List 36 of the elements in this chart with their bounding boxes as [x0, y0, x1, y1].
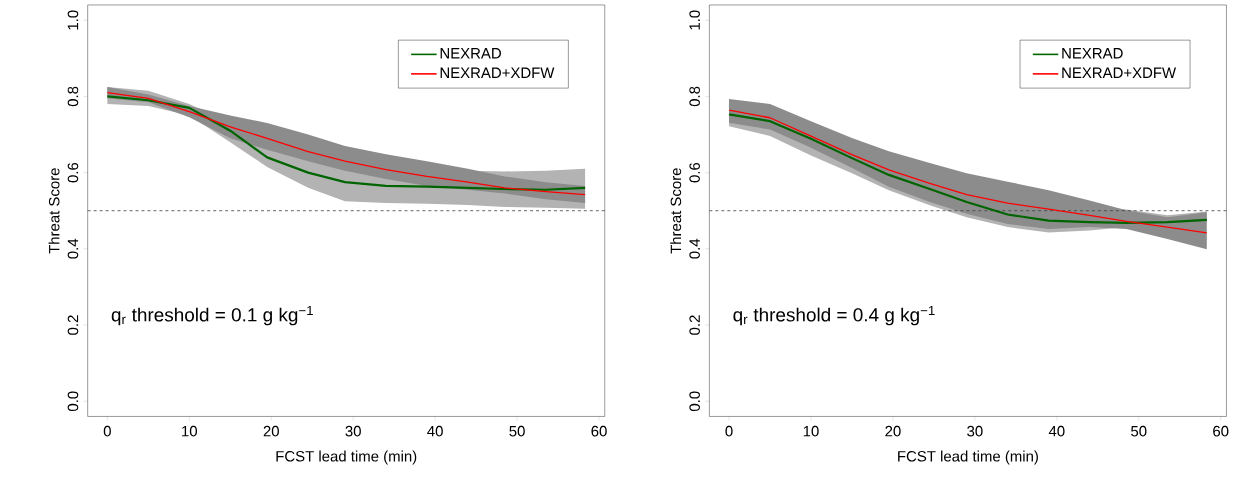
legend-label: NEXRAD	[1062, 48, 1123, 59]
y-tick-label: 0.4	[689, 238, 700, 259]
y-tick-label: 0.2	[689, 315, 700, 335]
legend-label: NEXRAD+XDFW	[1062, 67, 1177, 78]
y-tick-label: 1.0	[67, 10, 79, 30]
x-tick-label: 0	[103, 425, 111, 437]
y-tick-label: 0.0	[689, 391, 700, 411]
x-tick-label: 60	[591, 425, 607, 437]
x-tick-label: 0	[725, 425, 733, 437]
y-tick-label: 0.8	[67, 86, 79, 107]
legend-label: NEXRAD+XDFW	[440, 67, 555, 78]
x-tick-label: 10	[182, 425, 198, 437]
x-tick-label: 30	[967, 425, 983, 437]
y-tick-label: 0.0	[67, 391, 79, 411]
legend-label: NEXRAD	[440, 48, 501, 59]
annotation: q$_{r}$ threshold = 0.4 g kg$^{−1}$	[733, 305, 935, 326]
x-tick-label: 10	[803, 425, 819, 437]
y-tick-label: 0.4	[67, 238, 79, 259]
y-tick-label: 0.6	[689, 162, 700, 183]
y-tick-label: 0.2	[67, 315, 79, 335]
y-tick-label: 1.0	[689, 10, 700, 30]
x-tick-label: 50	[1131, 425, 1147, 437]
x-tick-label: 30	[345, 425, 361, 437]
x-tick-label: 50	[509, 425, 525, 437]
y-axis-title: Threat Score	[670, 168, 682, 254]
x-axis-title: FCST lead time (min)	[276, 450, 417, 465]
x-tick-label: 60	[1213, 425, 1229, 437]
y-tick-label: 0.8	[689, 86, 700, 107]
y-axis-title: Threat Score	[48, 168, 60, 254]
y-tick-label: 0.6	[67, 162, 79, 183]
x-tick-label: 20	[263, 425, 279, 437]
x-tick-label: 20	[885, 425, 901, 437]
x-tick-label: 40	[1048, 425, 1065, 437]
annotation: q$_{r}$ threshold = 0.1 g kg$^{−1}$	[111, 305, 313, 326]
x-axis-title: FCST lead time (min)	[898, 450, 1038, 465]
x-tick-label: 40	[427, 425, 443, 437]
